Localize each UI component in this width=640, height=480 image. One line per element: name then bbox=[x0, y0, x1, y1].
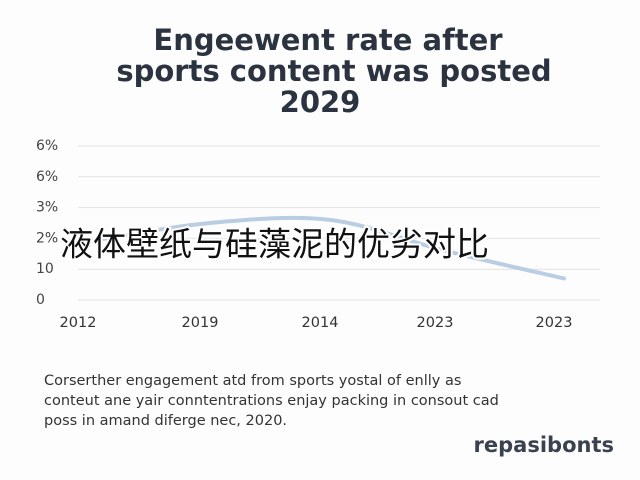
chart-title: sports content was posted bbox=[116, 54, 551, 88]
y-tick-label: 6% bbox=[36, 169, 58, 185]
brand: repasibonts bbox=[474, 433, 614, 457]
x-tick-label: 2023 bbox=[536, 315, 573, 331]
x-tick-label: 2014 bbox=[302, 315, 339, 331]
overlay-text: 液体壁纸与硅藻泥的优劣对比 bbox=[60, 225, 489, 264]
caption: Corserther engagement atd from sports yo… bbox=[44, 373, 461, 389]
x-tick-label: 2019 bbox=[182, 315, 219, 331]
caption: poss in amand diferge nec, 2020. bbox=[44, 413, 287, 429]
y-tick-label: 6% bbox=[36, 138, 58, 154]
y-tick-label: 3% bbox=[36, 200, 58, 216]
y-tick-label: 10 bbox=[36, 261, 54, 277]
y-tick-label: 2% bbox=[36, 230, 58, 246]
plot-area: 0 10 2% 3% 6% 6% 2012 2019 2014 2023 2023 bbox=[36, 138, 600, 331]
x-tick-label: 2012 bbox=[60, 315, 97, 331]
chart-title: 2029 bbox=[280, 85, 361, 119]
x-tick-label: 2023 bbox=[417, 315, 454, 331]
line bbox=[86, 215, 566, 281]
y-tick-label: 0 bbox=[36, 292, 45, 308]
chart-title: Engeewent rate after bbox=[153, 23, 503, 57]
caption: conteut ane yair conntentrations enjay p… bbox=[44, 393, 499, 409]
